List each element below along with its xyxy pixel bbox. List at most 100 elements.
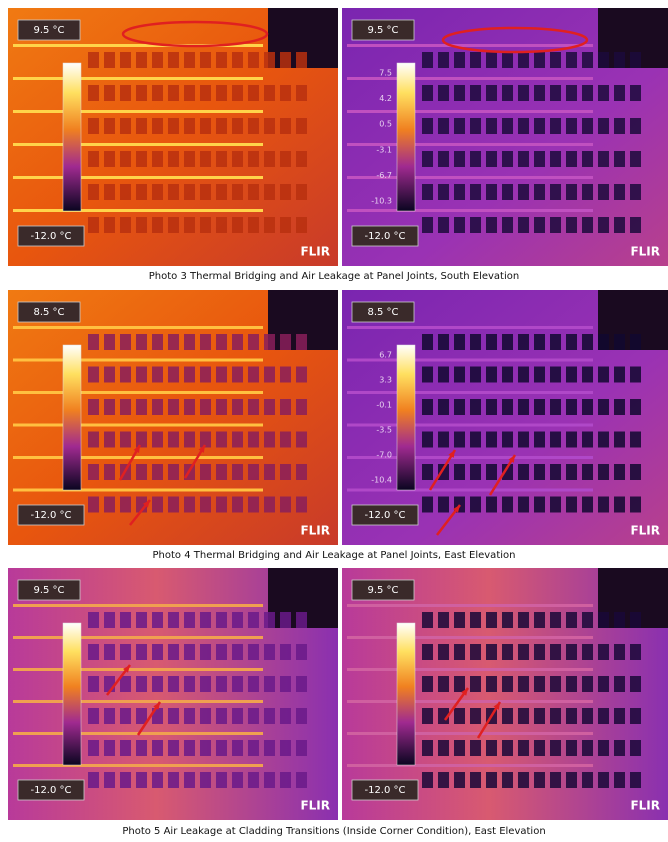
window [152, 464, 163, 480]
window [136, 367, 147, 383]
window [502, 399, 513, 415]
window [88, 184, 99, 200]
bright-joint [347, 604, 593, 607]
window [216, 118, 227, 134]
bright-joint [347, 44, 593, 47]
bright-joint [347, 489, 593, 492]
window [168, 151, 179, 167]
window [280, 676, 291, 692]
window [136, 676, 147, 692]
window [120, 772, 131, 788]
scale-label: -10.4 [371, 476, 392, 485]
window [422, 334, 433, 350]
scale-bar [397, 623, 415, 765]
min-temp: -12.0 °C [364, 231, 405, 242]
window [232, 772, 243, 788]
window [168, 217, 179, 233]
window [104, 52, 115, 68]
window [152, 85, 163, 101]
window [232, 118, 243, 134]
window [470, 151, 481, 167]
window [598, 85, 609, 101]
window [264, 464, 275, 480]
window [200, 85, 211, 101]
bright-joint [13, 391, 263, 394]
flir-logo: FLIR [630, 799, 660, 813]
window [630, 217, 641, 233]
window [264, 367, 275, 383]
window [486, 432, 497, 448]
window [582, 184, 593, 200]
window [296, 184, 307, 200]
bright-joint [347, 209, 593, 212]
window [136, 772, 147, 788]
window [534, 497, 545, 513]
window [152, 118, 163, 134]
window [422, 708, 433, 724]
window [296, 52, 307, 68]
window [152, 740, 163, 756]
window [200, 740, 211, 756]
window [296, 399, 307, 415]
window [550, 497, 561, 513]
window [614, 334, 625, 350]
window [502, 432, 513, 448]
window [200, 367, 211, 383]
scale-bar [397, 345, 415, 490]
window [264, 644, 275, 660]
window [550, 85, 561, 101]
window [248, 399, 259, 415]
window [470, 772, 481, 788]
window [168, 432, 179, 448]
window [614, 464, 625, 480]
window [598, 151, 609, 167]
window [184, 772, 195, 788]
window [422, 432, 433, 448]
bright-joint [347, 700, 593, 703]
scale-label: 6.7 [379, 351, 392, 360]
window [470, 217, 481, 233]
window [614, 612, 625, 628]
window [454, 151, 465, 167]
window [280, 367, 291, 383]
window [550, 644, 561, 660]
window [200, 676, 211, 692]
bright-joint [13, 764, 263, 767]
window [582, 676, 593, 692]
window [630, 85, 641, 101]
scale-label: -3.5 [376, 426, 392, 435]
window [280, 612, 291, 628]
window [630, 708, 641, 724]
window [248, 497, 259, 513]
window [614, 85, 625, 101]
window [296, 118, 307, 134]
window [88, 708, 99, 724]
window [566, 676, 577, 692]
window [534, 464, 545, 480]
window [470, 184, 481, 200]
window [502, 85, 513, 101]
window [216, 151, 227, 167]
min-temp: -12.0 °C [364, 785, 405, 796]
window [120, 644, 131, 660]
window [232, 52, 243, 68]
window [454, 184, 465, 200]
window [248, 772, 259, 788]
window [502, 708, 513, 724]
window [630, 52, 641, 68]
window [200, 52, 211, 68]
bright-joint [13, 359, 263, 362]
thermal-image: 7.54.20.5-3.1-6.7-10.39.5 °C-12.0 °CFLIR [342, 8, 668, 266]
window [534, 217, 545, 233]
scale-bar [397, 63, 415, 211]
window [168, 184, 179, 200]
window [502, 184, 513, 200]
window [136, 644, 147, 660]
window [486, 118, 497, 134]
window [598, 184, 609, 200]
window [248, 367, 259, 383]
window [598, 367, 609, 383]
window [184, 52, 195, 68]
window [136, 151, 147, 167]
window [502, 118, 513, 134]
